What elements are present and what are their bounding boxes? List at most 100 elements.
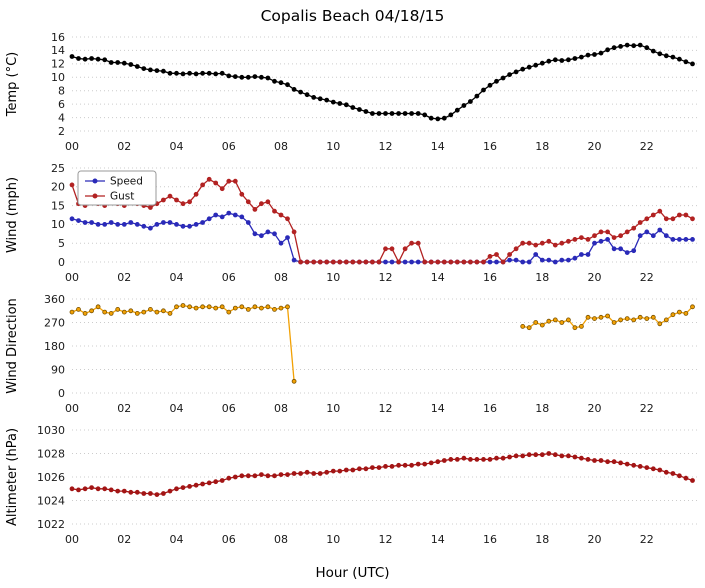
data-point <box>330 259 336 265</box>
chart-title: Copalis Beach 04/18/15 <box>260 7 445 25</box>
data-point <box>337 259 343 265</box>
data-point <box>239 191 245 197</box>
data-point <box>160 68 166 74</box>
x-tick-label: 06 <box>222 271 236 284</box>
data-point <box>663 469 669 475</box>
y-tick-label: 2 <box>58 125 65 138</box>
data-point <box>317 259 323 265</box>
y-tick-label: 20 <box>51 181 65 194</box>
y-tick-label: 25 <box>51 162 65 175</box>
data-point <box>147 306 153 312</box>
y-tick-label: 4 <box>58 111 65 124</box>
data-point <box>539 257 545 263</box>
data-point <box>657 467 663 473</box>
data-point <box>644 465 650 471</box>
data-point <box>343 467 349 473</box>
data-point <box>396 462 402 468</box>
data-point <box>213 212 219 218</box>
data-point <box>677 212 682 218</box>
data-point <box>369 465 375 471</box>
x-tick-label: 14 <box>431 402 445 415</box>
data-point <box>611 320 617 325</box>
data-point <box>213 180 219 186</box>
data-point <box>552 317 558 323</box>
data-point <box>69 309 75 315</box>
data-point <box>245 220 251 225</box>
x-tick-label: 12 <box>379 140 393 153</box>
data-point <box>82 486 88 492</box>
data-point <box>422 461 428 467</box>
data-point <box>141 309 147 315</box>
data-point <box>232 474 238 480</box>
data-point <box>520 259 526 265</box>
data-point <box>272 306 277 312</box>
data-point <box>546 451 552 456</box>
data-point <box>95 221 101 227</box>
data-point <box>644 216 650 222</box>
x-tick-label: 12 <box>379 402 393 415</box>
data-point <box>585 252 591 257</box>
data-point <box>670 236 676 242</box>
data-point <box>278 80 284 86</box>
y-tick-label: 270 <box>44 316 65 329</box>
x-tick-label: 22 <box>640 402 654 415</box>
data-point <box>89 220 94 225</box>
x-tick-label: 20 <box>588 140 602 153</box>
x-tick-label: 10 <box>326 271 340 284</box>
data-point <box>200 481 206 487</box>
data-point <box>461 455 467 461</box>
data-point <box>285 235 290 241</box>
data-point <box>572 255 578 261</box>
data-point <box>428 115 434 121</box>
data-point <box>572 56 578 61</box>
data-point <box>369 259 375 265</box>
series-line-gust <box>71 178 693 264</box>
x-tick-label: 12 <box>379 271 393 284</box>
data-point <box>278 240 284 246</box>
data-point <box>95 486 101 492</box>
x-tick-label: 00 <box>65 271 79 284</box>
data-point <box>448 112 454 118</box>
data-point <box>494 455 499 461</box>
data-point <box>579 54 584 60</box>
data-point <box>193 191 199 197</box>
data-point <box>245 199 251 205</box>
data-point <box>402 462 408 468</box>
data-point <box>454 259 460 265</box>
data-point <box>245 74 251 80</box>
data-point <box>76 218 81 224</box>
data-point <box>291 229 297 235</box>
data-point <box>304 259 310 265</box>
data-point <box>95 56 101 62</box>
data-point <box>200 70 206 76</box>
data-point <box>618 460 623 466</box>
data-point <box>115 488 121 494</box>
x-tick-label: 08 <box>274 533 288 546</box>
data-point <box>598 458 604 463</box>
data-point <box>102 486 108 492</box>
data-point <box>311 471 317 476</box>
data-point <box>585 52 591 58</box>
data-point <box>611 45 617 51</box>
data-point <box>219 70 225 76</box>
data-point <box>605 229 610 235</box>
data-point <box>585 456 591 462</box>
data-point <box>363 466 369 472</box>
data-point <box>461 103 467 108</box>
data-point <box>670 54 676 60</box>
data-point <box>115 306 121 312</box>
data-point <box>611 235 617 241</box>
data-point <box>598 50 604 56</box>
data-point <box>154 492 160 498</box>
data-point <box>637 463 643 469</box>
data-point <box>428 460 434 466</box>
data-point <box>89 485 94 491</box>
data-point <box>690 478 695 483</box>
subplot-wind: 0 5 10 15 20 25 00 02 04 06 08 10 12 14 16 18 20 22 Wind (… <box>5 162 699 284</box>
data-point <box>572 236 578 242</box>
data-point <box>350 467 356 473</box>
data-point <box>409 259 415 265</box>
data-point <box>376 465 382 471</box>
y-tick-label: 5 <box>58 237 65 250</box>
